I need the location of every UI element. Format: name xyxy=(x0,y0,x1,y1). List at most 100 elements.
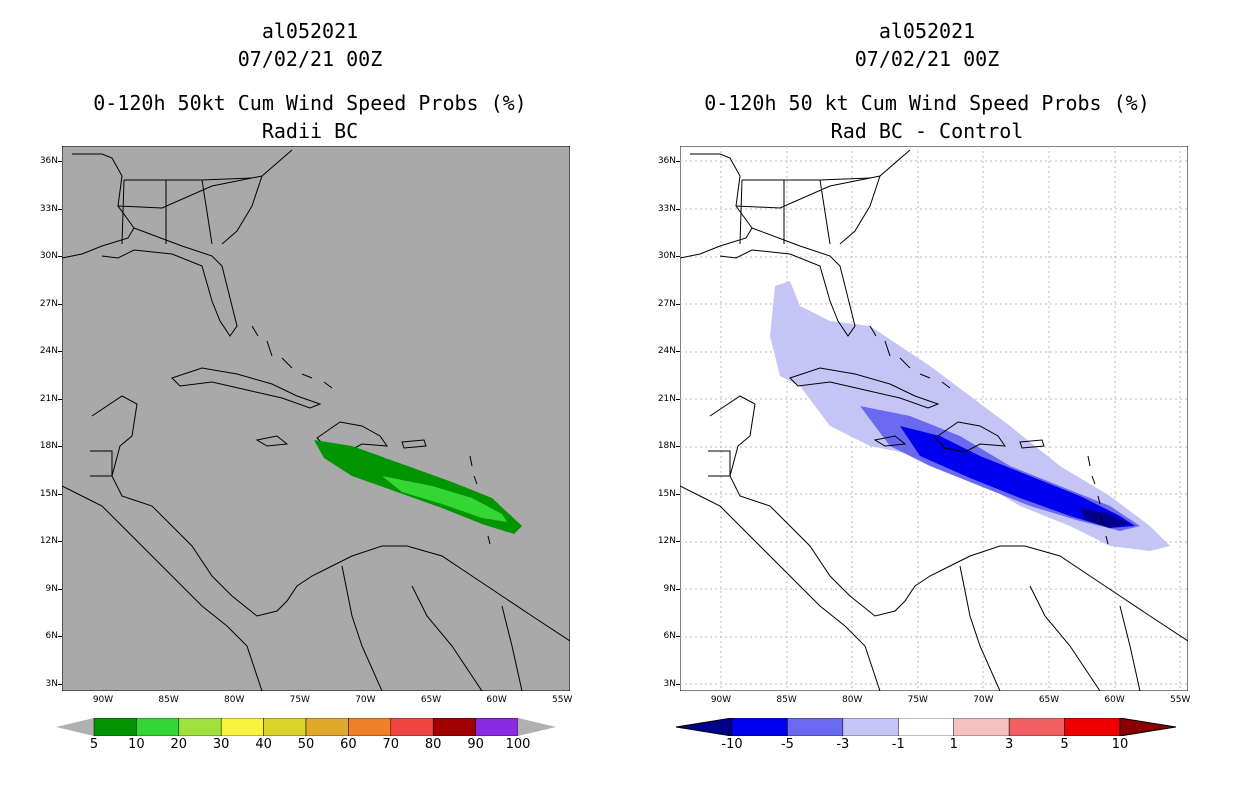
left-datetime: 07/02/21 00Z xyxy=(237,47,383,71)
colorbar-label: 80 xyxy=(424,737,442,752)
lat-tick-mark xyxy=(676,208,680,210)
right-colorbar xyxy=(676,718,1176,736)
lat-tick-mark xyxy=(58,493,62,495)
colorbar-segment xyxy=(432,718,476,736)
lon-tick-label: 90W xyxy=(710,695,732,705)
colorbar-segment xyxy=(787,718,844,736)
lat-tick-label: 6N xyxy=(45,631,58,641)
colorbar-segment xyxy=(475,718,519,736)
colorbar-right-arrow xyxy=(1119,718,1176,736)
colorbar-segment xyxy=(305,718,349,736)
lat-tick-mark xyxy=(58,446,62,447)
lat-tick-label: 18N xyxy=(39,441,58,451)
colorbar-label: -3 xyxy=(836,737,850,752)
lat-tick-label: 36N xyxy=(657,156,676,166)
lat-tick-label: 15N xyxy=(39,488,58,499)
lon-tick-label: 85W xyxy=(776,695,797,705)
lon-tick-label: 75W xyxy=(907,695,928,705)
colorbar-segment xyxy=(178,718,222,736)
left-coastlines xyxy=(62,149,570,691)
lat-tick-label: 9N xyxy=(45,583,58,594)
lon-tick-label: 60W xyxy=(486,695,507,705)
lat-tick-label: 36N xyxy=(39,156,58,166)
right-chart-title: 0-120h 50 kt Cum Wind Speed Probs (%) xyxy=(704,91,1150,115)
lon-tick-label: 55W xyxy=(1170,695,1191,705)
lat-tick-label: 21N xyxy=(657,393,676,404)
lat-tick-label: 12N xyxy=(39,536,58,546)
right-map xyxy=(680,146,1188,691)
colorbar-segment xyxy=(348,718,392,736)
colorbar-left-arrow xyxy=(676,718,733,736)
right-datetime: 07/02/21 00Z xyxy=(854,47,1000,71)
lon-tick-label: 80W xyxy=(842,695,863,705)
lon-tick-label: 65W xyxy=(1038,695,1060,705)
lat-tick-mark xyxy=(58,636,62,637)
lat-tick-label: 30N xyxy=(657,251,676,261)
lat-tick-mark xyxy=(676,398,680,400)
colorbar-label: -10 xyxy=(721,737,743,752)
colorbar-label: 10 xyxy=(1111,737,1129,752)
colorbar-label: 70 xyxy=(382,737,400,752)
lat-tick-label: 21N xyxy=(39,393,58,404)
lat-tick-label: 30N xyxy=(39,251,58,261)
colorbar-segment xyxy=(263,718,307,736)
lat-tick-mark xyxy=(58,683,62,685)
lat-tick-mark xyxy=(58,398,62,400)
lat-tick-mark xyxy=(58,303,62,305)
lat-tick-mark xyxy=(676,303,680,305)
colorbar-segment xyxy=(136,718,180,736)
left-chart-title: 0-120h 50kt Cum Wind Speed Probs (%) xyxy=(93,91,527,115)
lat-tick-label: 33N xyxy=(657,203,676,214)
lat-tick-label: 24N xyxy=(657,346,676,356)
colorbar-label: 5 xyxy=(1060,737,1069,752)
lat-tick-label: 12N xyxy=(657,536,676,546)
colorbar-label: 3 xyxy=(1005,737,1014,752)
lat-tick-mark xyxy=(58,588,62,590)
colorbar-right-arrow xyxy=(518,718,556,736)
lat-tick-mark xyxy=(58,351,62,352)
right-gridlines xyxy=(680,146,1188,691)
colorbar-segment xyxy=(1008,718,1065,736)
lat-tick-label: 3N xyxy=(663,678,676,689)
colorbar-label: -5 xyxy=(780,737,794,752)
lon-tick-label: 60W xyxy=(1104,695,1125,705)
lat-tick-label: 33N xyxy=(39,203,58,214)
lat-tick-mark xyxy=(676,161,680,162)
right-difference-swath xyxy=(770,281,1170,551)
colorbar-segment xyxy=(953,718,1010,736)
lon-tick-label: 65W xyxy=(420,695,442,705)
lat-tick-mark xyxy=(676,683,680,685)
colorbar-label: 90 xyxy=(467,737,484,752)
colorbar-label: 30 xyxy=(212,737,230,752)
lat-tick-label: 27N xyxy=(657,298,676,309)
lat-tick-mark xyxy=(676,588,680,590)
lat-tick-mark xyxy=(58,161,62,162)
lon-tick-label: 75W xyxy=(289,695,310,705)
left-map xyxy=(62,146,570,691)
right-storm-id: al052021 xyxy=(878,19,976,43)
lat-tick-label: 18N xyxy=(657,441,676,451)
lat-tick-label: 27N xyxy=(39,298,58,309)
lat-tick-mark xyxy=(676,636,680,637)
colorbar-label: 50 xyxy=(297,737,315,752)
left-probability-swath xyxy=(314,440,522,534)
colorbar-label: 40 xyxy=(255,737,272,752)
left-storm-id: al052021 xyxy=(261,19,359,43)
colorbar-segment xyxy=(220,718,264,736)
colorbar-segment xyxy=(390,718,434,736)
lat-tick-label: 15N xyxy=(657,488,676,499)
left-chart-subtitle: Radii BC xyxy=(261,119,359,143)
colorbar-segment xyxy=(842,718,899,736)
colorbar-label: 20 xyxy=(170,737,188,752)
lat-tick-mark xyxy=(58,208,62,210)
lat-tick-mark xyxy=(676,446,680,447)
colorbar-segment xyxy=(93,718,137,736)
lat-tick-mark xyxy=(676,493,680,495)
right-chart-subtitle: Rad BC - Control xyxy=(830,119,1024,143)
lon-tick-label: 80W xyxy=(224,695,245,705)
lat-tick-label: 9N xyxy=(663,583,676,594)
colorbar-label: -1 xyxy=(891,737,905,752)
lat-tick-label: 3N xyxy=(45,678,58,689)
lat-tick-mark xyxy=(676,351,680,352)
lat-tick-label: 24N xyxy=(39,346,58,356)
